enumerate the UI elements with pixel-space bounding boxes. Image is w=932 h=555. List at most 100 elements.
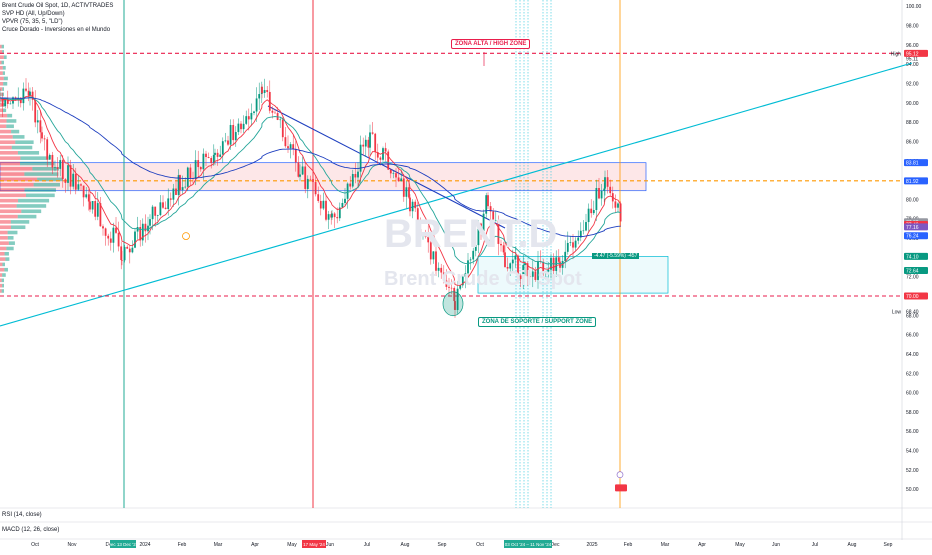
candle-body — [240, 124, 242, 130]
candle-body — [126, 247, 128, 249]
legend-indicator-cruce[interactable]: Cruce Dorado - Inversiones en el Mundo — [2, 26, 113, 34]
candle-body — [412, 202, 414, 212]
candle-body — [400, 178, 402, 181]
rsi-label[interactable]: RSI (14, close) — [2, 512, 42, 518]
candle-body — [312, 179, 314, 182]
volume-profile-bar-buy — [18, 151, 39, 155]
candle-body — [382, 148, 384, 160]
volume-profile-bar-sell — [0, 151, 18, 155]
candle-body — [598, 188, 600, 198]
measure-label: -4.47 (-5.59%) -457 — [592, 253, 639, 259]
event-flag — [615, 484, 627, 491]
candle-body — [173, 189, 175, 200]
x-tick-label: Mar — [214, 542, 223, 548]
volume-profile-bar-sell — [0, 82, 3, 86]
volume-profile-bar-buy — [4, 77, 8, 81]
y-tick-label: 64.00 — [906, 352, 919, 358]
volume-profile-bar-sell — [0, 45, 2, 49]
candle-body — [403, 178, 405, 196]
volume-profile-bar-sell — [0, 77, 4, 81]
candle-body — [331, 213, 333, 217]
candle-body — [440, 268, 442, 273]
candle-body — [121, 260, 123, 261]
volume-profile-bar-sell — [0, 199, 18, 203]
volume-profile-bar-sell — [0, 66, 3, 70]
candle-body — [235, 132, 237, 140]
candle-body — [179, 175, 181, 190]
candle-body — [435, 251, 437, 270]
volume-profile-bar-sell — [0, 172, 24, 176]
candle-body — [279, 120, 281, 121]
volume-profile-bar-buy — [2, 273, 6, 277]
support-zone-callout[interactable]: ZONA DE SOPORTE / SUPPORT ZONE — [478, 317, 596, 327]
price-tag-value: 74.10 — [906, 254, 919, 260]
candle-body — [243, 124, 245, 129]
candle-body — [368, 140, 370, 148]
candle-body — [92, 201, 94, 209]
candle-body — [266, 90, 268, 92]
volume-profile-bar-buy — [7, 114, 12, 118]
candle-body — [170, 198, 172, 199]
candle-body — [162, 202, 164, 207]
candle-body — [41, 132, 43, 138]
legend-indicator-vpvr[interactable]: VPVR (75, 35, 5, "LD") — [2, 18, 113, 26]
candle-body — [261, 87, 263, 93]
x-tick-label: Nov — [68, 542, 77, 548]
volume-profile-bar-buy — [7, 119, 17, 123]
volume-profile-bar-buy — [26, 194, 55, 198]
candle-body — [607, 177, 609, 187]
high-zone-callout[interactable]: ZONA ALTA / HIGH ZONE — [451, 39, 530, 49]
volume-profile-bar-buy — [11, 220, 29, 224]
candle-body — [498, 221, 500, 244]
volume-profile-bar-sell — [0, 204, 17, 208]
macd-label[interactable]: MACD (12, 26, close) — [2, 527, 59, 533]
volume-profile-bar-buy — [2, 279, 4, 283]
candle-body — [295, 149, 297, 162]
volume-profile-bar-sell — [0, 268, 4, 272]
volume-profile-bar-sell — [0, 156, 20, 160]
candle-body — [374, 134, 376, 152]
candle-body — [230, 125, 232, 145]
candle-body — [492, 212, 494, 221]
candle-body — [328, 214, 330, 220]
support-zone-box — [478, 256, 668, 293]
candle-body — [302, 167, 304, 175]
candle-body — [253, 111, 255, 112]
candle-body — [110, 238, 112, 242]
candle-body — [604, 177, 606, 188]
volume-profile-bar-buy — [18, 215, 37, 219]
price-tag-value: 81.92 — [906, 179, 919, 185]
candle-body — [342, 203, 344, 208]
candle-body — [467, 260, 469, 273]
volume-profile-bar-buy — [6, 247, 13, 251]
low-marker-label: Low — [892, 309, 902, 315]
volume-profile-bar-sell — [0, 61, 1, 65]
candle-body — [555, 257, 557, 271]
candle-body — [292, 144, 294, 149]
candle-body — [175, 189, 177, 195]
candle-body — [282, 120, 284, 138]
candle-body — [395, 173, 397, 177]
candle-body — [515, 256, 517, 260]
volume-profile-bar-buy — [20, 156, 48, 160]
event-icon — [617, 472, 623, 478]
candle-body — [145, 224, 147, 231]
candle-body — [203, 154, 205, 170]
candle-body — [107, 236, 109, 239]
candle-body — [80, 184, 82, 185]
candle-body — [264, 90, 266, 93]
candle-body — [285, 137, 287, 146]
candle-body — [304, 167, 306, 189]
candle-body — [227, 140, 229, 144]
candle-body — [320, 201, 322, 209]
x-highlight-label: 03 Oct '24 – 11 Nov '24 — [505, 542, 552, 547]
x-tick-label: Jul — [364, 542, 370, 548]
volume-profile-bar-sell — [0, 273, 2, 277]
candle-body — [272, 111, 274, 113]
legend-indicator-svp[interactable]: SVP HD (All, Up/Down) — [2, 10, 113, 18]
legend-title[interactable]: Brent Crude Oil Spot, 1D, ACTIVTRADES — [2, 2, 113, 10]
volume-profile-bar-sell — [0, 279, 2, 283]
candle-body — [219, 155, 221, 157]
